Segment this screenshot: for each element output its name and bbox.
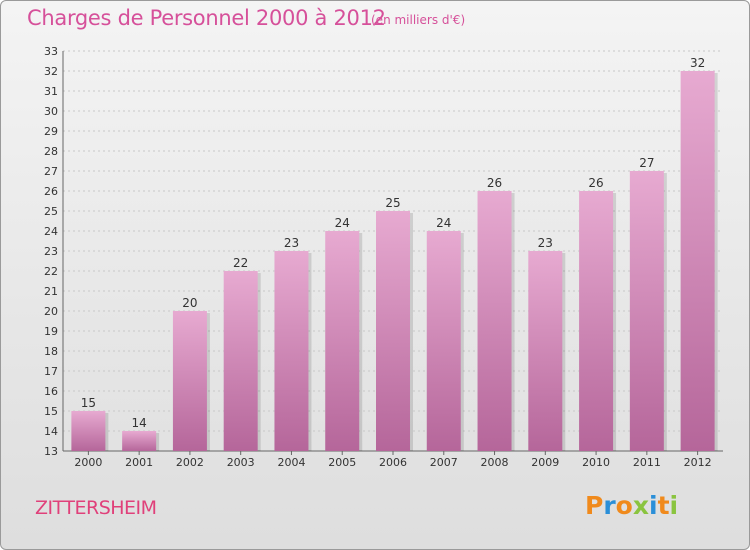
x-tick-label: 2005 — [328, 456, 356, 469]
data-label: 24 — [436, 216, 451, 230]
y-tick-label: 27 — [44, 165, 58, 178]
x-tick-label: 2007 — [430, 456, 458, 469]
data-label: 23 — [538, 236, 553, 250]
y-tick-label: 17 — [44, 365, 58, 378]
y-tick-label: 13 — [44, 445, 58, 458]
chart-subtitle: (en milliers d'€) — [371, 13, 466, 27]
y-tick-label: 24 — [44, 225, 58, 238]
data-label: 24 — [335, 216, 350, 230]
bar — [528, 251, 563, 451]
bar — [122, 431, 157, 451]
proxiti-logo[interactable]: Proxiti — [585, 491, 679, 520]
bar — [223, 271, 258, 451]
bars: 15 14 20 22 23 24 25 24 26 23 26 27 32 — [71, 56, 718, 451]
bar — [376, 211, 410, 451]
data-label: 32 — [690, 56, 705, 70]
bar — [680, 71, 715, 451]
x-tick-label: 2012 — [684, 456, 712, 469]
x-tick-label: 2004 — [277, 456, 305, 469]
y-tick-label: 23 — [44, 245, 58, 258]
x-tick-label: 2009 — [531, 456, 559, 469]
y-tick-label: 18 — [44, 345, 58, 358]
y-tick-label: 14 — [44, 425, 58, 438]
axes: 13 14 15 16 17 18 19 20 21 22 23 24 25 26 27 28 29 30 31 32… — [44, 45, 723, 469]
data-label: 25 — [385, 196, 400, 210]
y-tick-label: 28 — [44, 145, 58, 158]
y-tick-label: 29 — [44, 125, 58, 138]
y-tick-label: 16 — [44, 385, 58, 398]
x-tick-label: 2002 — [176, 456, 204, 469]
data-label: 26 — [487, 176, 502, 190]
y-tick-label: 30 — [44, 105, 58, 118]
y-tick-label: 15 — [44, 405, 58, 418]
x-tick-label: 2011 — [633, 456, 661, 469]
bar — [629, 171, 664, 451]
y-tick-label: 32 — [44, 65, 58, 78]
x-tick-label: 2006 — [379, 456, 407, 469]
y-tick-label: 33 — [44, 45, 58, 58]
bar — [172, 311, 207, 451]
data-label: 20 — [182, 296, 197, 310]
bar — [579, 191, 614, 451]
data-label: 27 — [639, 156, 654, 170]
bar — [426, 231, 461, 451]
data-label: 26 — [588, 176, 603, 190]
y-tick-label: 31 — [44, 85, 58, 98]
chart-title: Charges de Personnel 2000 à 2012 — [27, 6, 386, 30]
x-tick-label: 2001 — [125, 456, 153, 469]
y-tick-label: 25 — [44, 205, 58, 218]
bar — [325, 231, 360, 451]
x-tick-label: 2003 — [227, 456, 255, 469]
y-tick-label: 26 — [44, 185, 58, 198]
data-label: 22 — [233, 256, 248, 270]
y-tick-label: 19 — [44, 325, 58, 338]
data-label: 23 — [284, 236, 299, 250]
city-name: ZITTERSHEIM — [35, 497, 157, 519]
data-label: 14 — [132, 416, 147, 430]
bar — [274, 251, 309, 451]
y-tick-label: 22 — [44, 265, 58, 278]
bar — [71, 411, 106, 451]
y-tick-label: 21 — [44, 285, 58, 298]
x-tick-label: 2008 — [481, 456, 509, 469]
x-tick-label: 2010 — [582, 456, 610, 469]
y-tick-label: 20 — [44, 305, 58, 318]
x-tick-label: 2000 — [74, 456, 102, 469]
bar — [477, 191, 512, 451]
data-label: 15 — [81, 396, 96, 410]
